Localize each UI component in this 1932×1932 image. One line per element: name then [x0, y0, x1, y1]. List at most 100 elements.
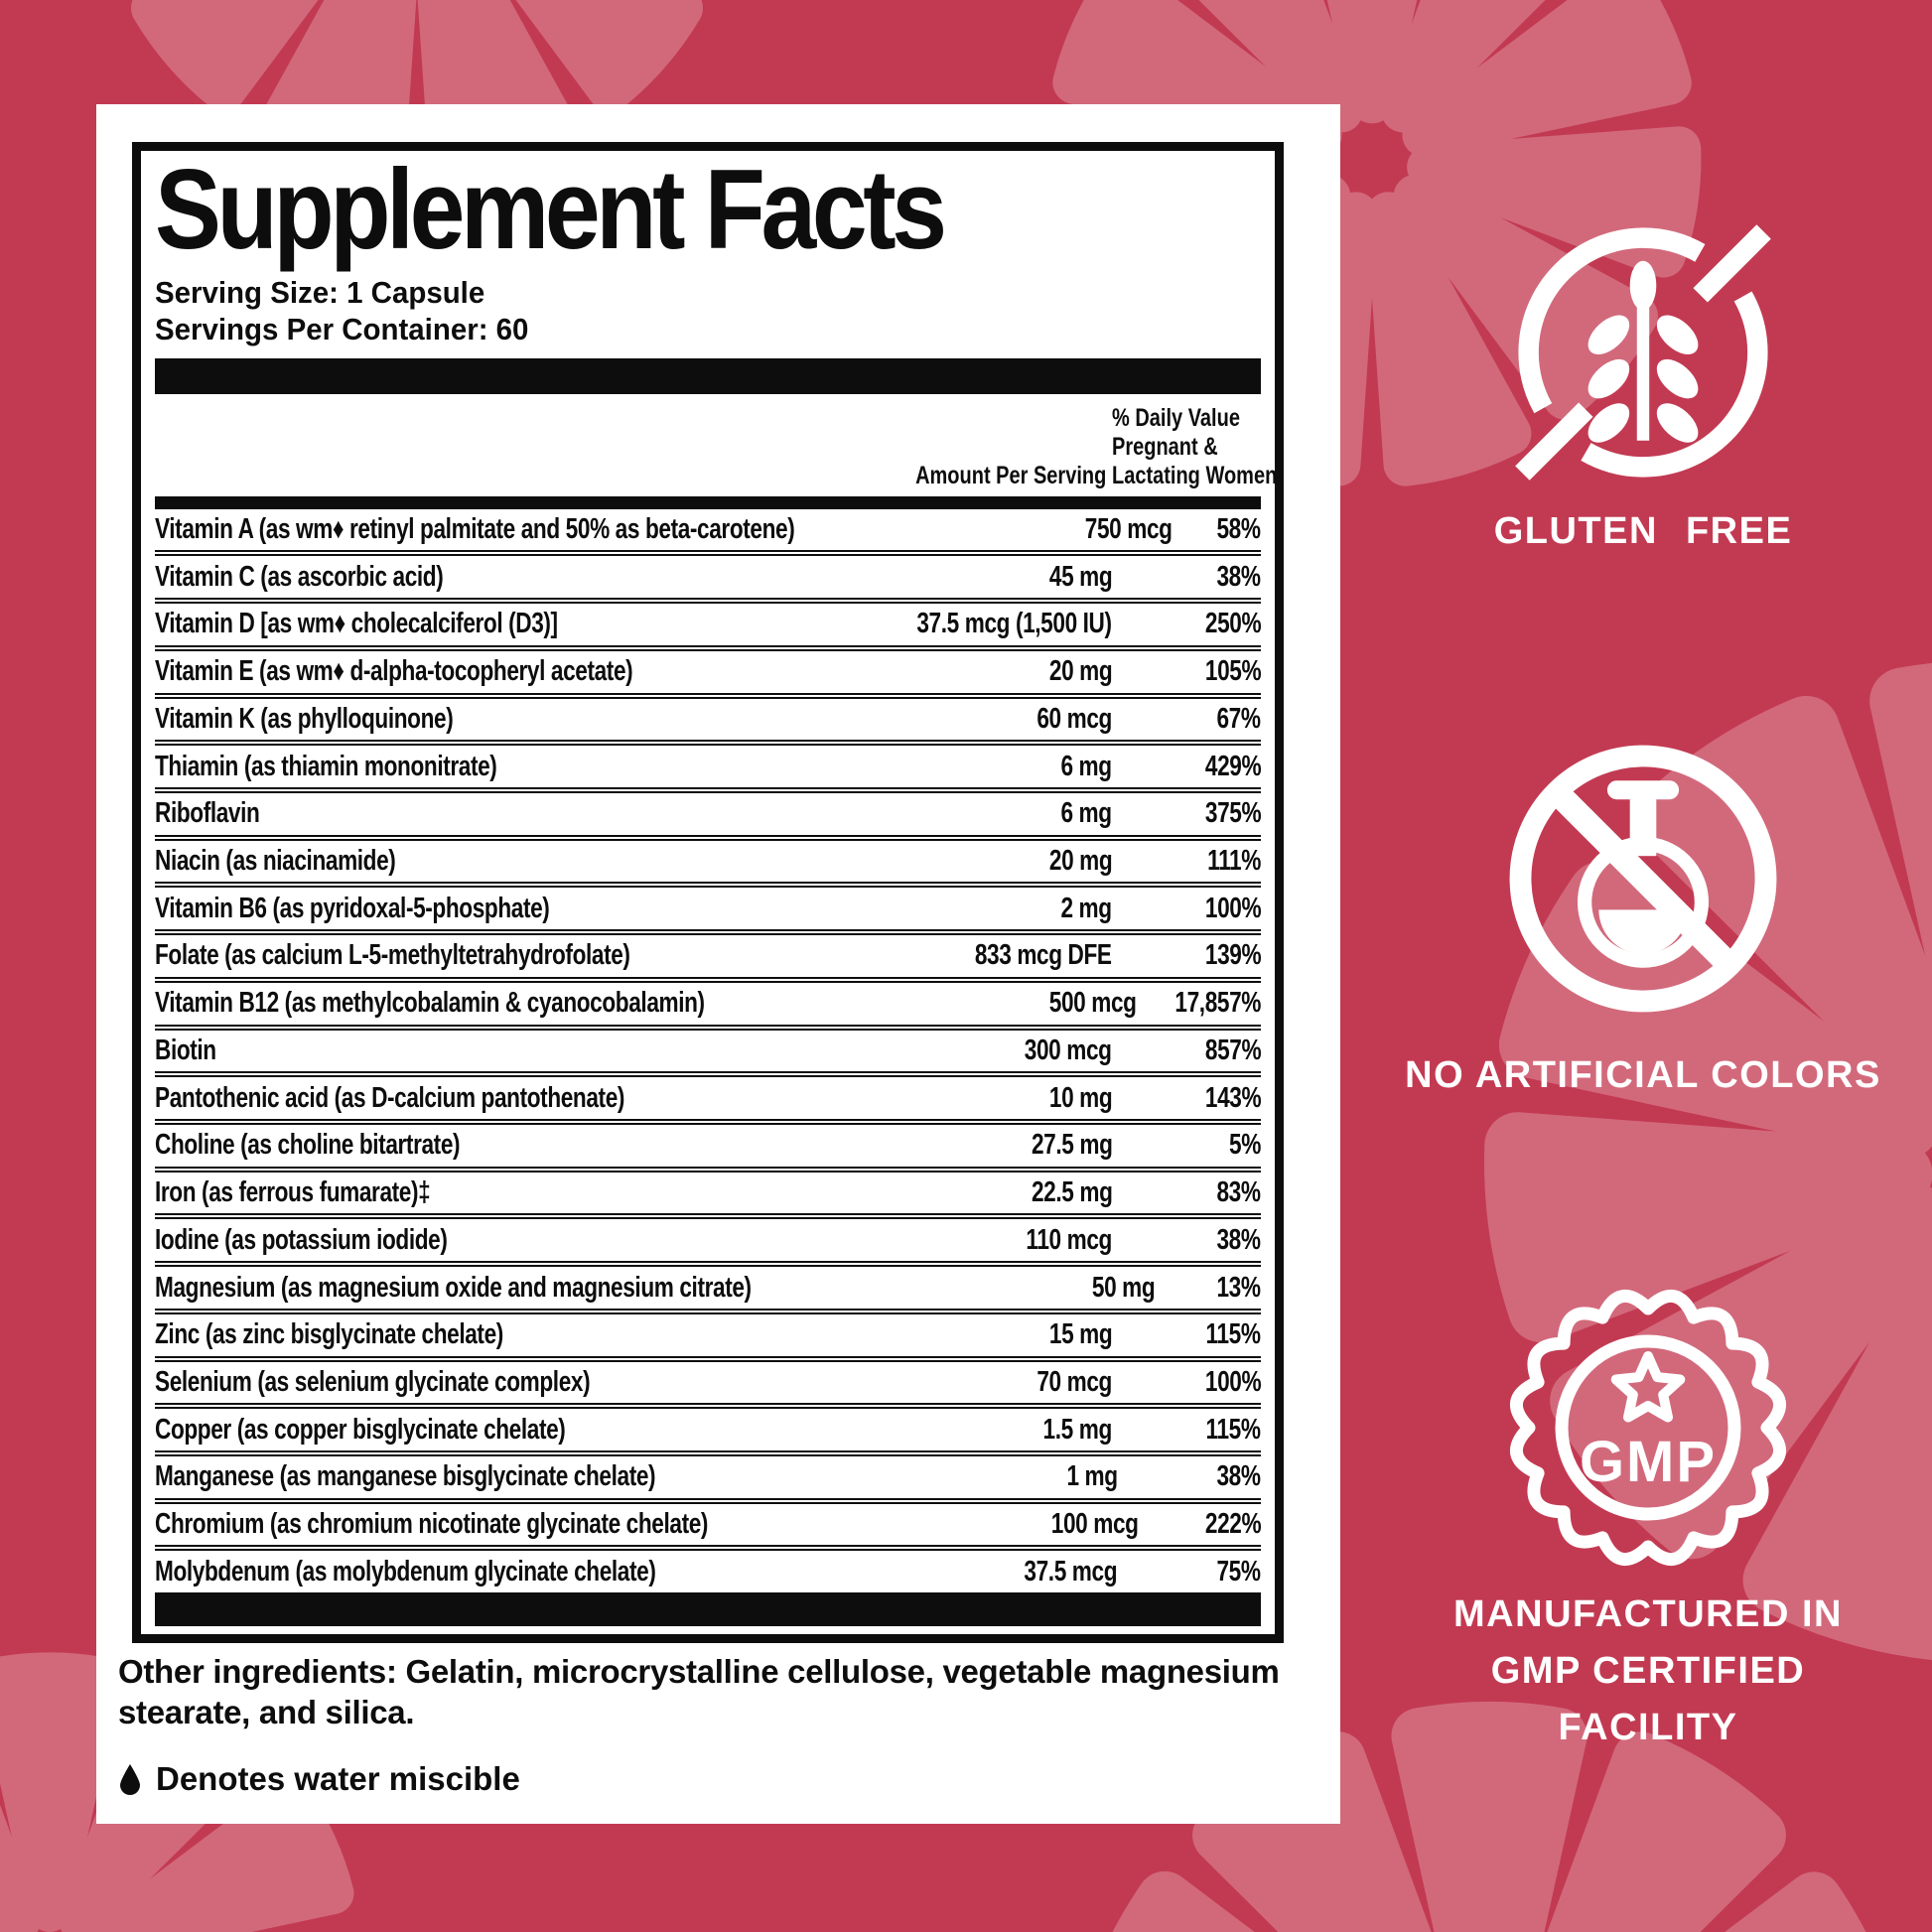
serving-info: Serving Size: 1 Capsule Servings Per Con… — [155, 274, 1261, 347]
nutrient-daily-value: 38% — [1216, 1460, 1261, 1493]
nutrient-amount: 1 mg — [1066, 1460, 1118, 1493]
nutrient-name: Vitamin B12 (as methylcobalamin & cyanoc… — [155, 987, 705, 1020]
nutrient-name: Vitamin B6 (as pyridoxal-5-phosphate) — [155, 892, 550, 924]
nutrient-name: Biotin — [155, 1034, 216, 1066]
table-row: Iodine (as potassium iodide) 110 mcg 38% — [155, 1213, 1261, 1261]
nutrient-daily-value: 111% — [1207, 845, 1261, 878]
table-row: Niacin (as niacinamide) 20 mg 111% — [155, 834, 1261, 883]
nutrient-name: Iron (as ferrous fumarate)‡ — [155, 1176, 431, 1209]
nutrient-name: Selenium (as selenium glycinate complex) — [155, 1365, 591, 1398]
nutrient-daily-value: 857% — [1204, 1034, 1262, 1066]
table-row: Choline (as choline bitartrate) 27.5 mg 5% — [155, 1118, 1261, 1167]
serving-size: Serving Size: 1 Capsule — [155, 275, 485, 311]
nutrient-amount: 6 mg — [1060, 750, 1113, 782]
table-row: Vitamin A (as wm♦ retinyl palmitate and … — [155, 509, 1261, 551]
nutrient-daily-value: 100% — [1204, 892, 1262, 924]
table-row: Pantothenic acid (as D-calcium pantothen… — [155, 1071, 1261, 1119]
table-row: Vitamin C (as ascorbic acid) 45 mg 38% — [155, 550, 1261, 598]
nutrient-name: Choline (as choline bitartrate) — [155, 1129, 461, 1162]
nutrient-name: Riboflavin — [155, 797, 260, 830]
nutrient-amount: 45 mg — [1048, 560, 1113, 593]
nutrient-name: Vitamin A (as wm♦ retinyl palmitate and … — [155, 513, 795, 545]
nutrient-amount: 833 mcg DFE — [975, 939, 1112, 972]
table-row: Riboflavin 6 mg 375% — [155, 786, 1262, 835]
nutrient-amount: 2 mg — [1060, 892, 1113, 924]
star-icon — [1610, 1351, 1686, 1423]
nutrient-amount: 20 mg — [1048, 655, 1113, 688]
nutrient-daily-value: 115% — [1205, 1413, 1261, 1446]
wheat-icon — [1587, 260, 1699, 443]
servings-per-container: Servings Per Container: 60 — [155, 312, 529, 347]
nutrient-amount: 15 mg — [1048, 1318, 1113, 1351]
nutrient-name: Copper (as copper bisglycinate chelate) — [155, 1413, 566, 1446]
nutrient-amount: 1.5 mg — [1042, 1413, 1113, 1446]
water-droplet-icon — [120, 1764, 140, 1795]
table-row: Vitamin B12 (as methylcobalamin & cyanoc… — [155, 976, 1261, 1025]
table-row: Zinc (as zinc bisglycinate chelate) 15 mg… — [155, 1308, 1261, 1356]
nutrient-daily-value: 5% — [1229, 1129, 1261, 1162]
gmp-seal-text: GMP — [1580, 1430, 1717, 1494]
nutrient-daily-value: 13% — [1216, 1271, 1261, 1304]
nutrient-amount: 6 mg — [1060, 797, 1113, 830]
table-row: Vitamin K (as phylloquinone) 60 mcg 67% — [155, 692, 1261, 741]
nutrient-amount: 22.5 mg — [1031, 1176, 1112, 1209]
nutrient-amount: 50 mg — [1092, 1271, 1156, 1304]
nutrient-daily-value: 429% — [1204, 750, 1262, 782]
other-ingredients: Other ingredients: Gelatin, microcrystal… — [118, 1653, 1280, 1731]
nutrient-name: Vitamin D [as wm♦ cholecalciferol (D3)] — [155, 608, 558, 640]
table-row: Copper (as copper bisglycinate chelate) 1… — [155, 1403, 1261, 1450]
table-row: Selenium (as selenium glycinate complex)… — [155, 1355, 1262, 1404]
panel-title: Supplement Facts — [155, 147, 947, 273]
table-row: Magnesium (as magnesium oxide and magnes… — [155, 1261, 1261, 1309]
gluten-free-label: GLUTEN FREE — [1493, 510, 1793, 552]
table-row: Manganese (as manganese bisglycinate che… — [155, 1450, 1261, 1498]
nutrient-daily-value: 105% — [1204, 655, 1262, 688]
water-miscible-footnote: Denotes water miscible — [118, 1760, 520, 1798]
nutrient-daily-value: 375% — [1204, 797, 1262, 830]
nutrient-name: Molybdenum (as molybdenum glycinate chel… — [155, 1555, 656, 1587]
nutrient-amount: 60 mcg — [1036, 702, 1112, 735]
nutrient-daily-value: 139% — [1204, 939, 1262, 972]
gmp-seal-icon: GMP — [1509, 1289, 1787, 1567]
nutrient-name: Pantothenic acid (as D-calcium pantothen… — [155, 1081, 625, 1114]
supplement-facts-card: Supplement Facts Serving Size: 1 Capsule… — [96, 104, 1340, 1824]
divider-bar-bottom — [155, 1592, 1261, 1626]
nutrient-amount: 100 mcg — [1050, 1508, 1139, 1541]
nutrient-amount: 37.5 mcg — [1024, 1555, 1118, 1587]
nutrient-name: Niacin (as niacinamide) — [155, 845, 396, 878]
nutrient-daily-value: 222% — [1204, 1508, 1262, 1541]
table-row: Molybdenum (as molybdenum glycinate chel… — [155, 1545, 1261, 1592]
supplement-facts-table: Supplement Facts Serving Size: 1 Capsule… — [132, 142, 1284, 1643]
nutrient-name: Vitamin K (as phylloquinone) — [155, 702, 454, 735]
nutrient-name: Zinc (as zinc bisglycinate chelate) — [155, 1318, 503, 1351]
nutrient-daily-value: 58% — [1216, 513, 1261, 545]
nutrient-amount: 70 mcg — [1036, 1365, 1112, 1398]
nutrient-amount: 27.5 mg — [1031, 1129, 1112, 1162]
nutrient-daily-value: 250% — [1204, 608, 1262, 640]
table-row: Chromium (as chromium nicotinate glycina… — [155, 1497, 1262, 1546]
nutrient-amount: 500 mcg — [1049, 987, 1138, 1020]
table-row: Thiamin (as thiamin mononitrate) 6 mg 429% — [155, 740, 1261, 787]
nutrient-name: Magnesium (as magnesium oxide and magnes… — [155, 1271, 752, 1304]
table-row: Folate (as calcium L-5-methyltetrahydrof… — [155, 929, 1261, 977]
nutrient-name: Folate (as calcium L-5-methyltetrahydrof… — [155, 939, 630, 972]
nutrient-daily-value: 100% — [1204, 1365, 1262, 1398]
nutrient-name: Thiamin (as thiamin mononitrate) — [155, 750, 497, 782]
flask-icon — [1577, 780, 1710, 968]
nutrient-amount: 10 mg — [1048, 1081, 1113, 1114]
nutrient-daily-value: 38% — [1216, 560, 1261, 593]
nutrient-name: Vitamin C (as ascorbic acid) — [155, 560, 444, 593]
nutrient-daily-value: 75% — [1216, 1555, 1261, 1587]
nutrient-daily-value: 67% — [1216, 702, 1261, 735]
nutrient-name: Manganese (as manganese bisglycinate che… — [155, 1460, 656, 1493]
nutrient-daily-value: 143% — [1204, 1081, 1262, 1114]
no-artificial-colors-label: NO ARTIFICIAL COLORS — [1405, 1054, 1881, 1096]
nutrient-name: Vitamin E (as wm♦ d-alpha-tocopheryl ace… — [155, 655, 633, 688]
nutrient-amount: 300 mcg — [1025, 1034, 1112, 1066]
gluten-free-icon — [1515, 224, 1771, 481]
divider-bar-thick — [155, 357, 1261, 394]
table-row: Vitamin E (as wm♦ d-alpha-tocopheryl ace… — [155, 644, 1262, 693]
no-artificial-colors-icon — [1509, 745, 1777, 1013]
footnote-text: Denotes water miscible — [156, 1760, 520, 1797]
